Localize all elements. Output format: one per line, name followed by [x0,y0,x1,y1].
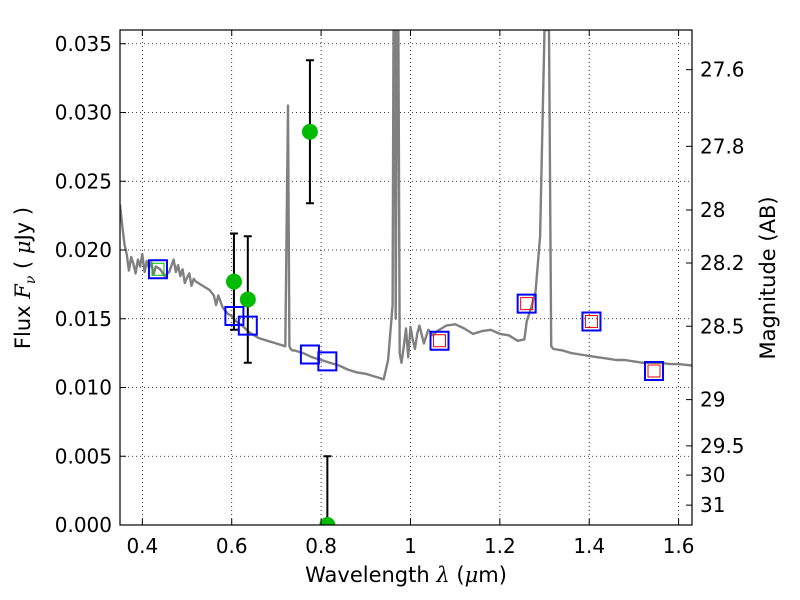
y2-tick-label: 29.5 [700,434,745,458]
data-marks [147,59,665,525]
y-tick-label: 0.005 [55,444,112,468]
y-axis-label: Flux Fν ( μJy ) [11,207,39,349]
x-tick-label: 0.6 [216,534,248,558]
x-tick-label: 0.4 [126,534,158,558]
y-tick-label: 0.030 [55,101,112,125]
grid [120,30,692,526]
y2-tick-label: 28 [700,198,725,222]
observed-point [225,273,242,290]
y2-axis-label: Magnitude (AB) [756,196,780,359]
model-photometry-square [516,293,537,314]
model-photometry-square [237,315,258,336]
inner-square-marker [151,262,165,276]
inner-square-marker [520,297,534,311]
inner-square-marker [647,364,661,378]
y2-tick-label: 28.2 [700,251,745,275]
model-photometry-square [317,351,338,372]
inner-square-marker [433,334,447,348]
model-photometry-square [581,311,602,332]
observed-point [239,291,256,308]
y2-tick-label: 31 [700,493,725,517]
y-tick-label: 0.015 [55,307,112,331]
y2-tick-label: 27.8 [700,134,745,158]
y-tick-label: 0.010 [55,376,112,400]
y2-tick-label: 29 [700,388,725,412]
y2-tick-label: 28.5 [700,314,745,338]
y-tick-label: 0.025 [55,169,112,193]
x-tick-label: 1.6 [663,534,695,558]
x-axis-label: Wavelength λ (μm) [305,563,507,587]
x-tick-label: 1.4 [573,534,605,558]
y-tick-label: 0.035 [55,32,112,56]
x-tick-label: 1.2 [484,534,516,558]
observed-point [301,123,318,140]
y-tick-label: 0.020 [55,238,112,262]
model-photometry-square [429,330,450,351]
plot-frame [119,29,693,526]
x-tick-label: 0.8 [305,534,337,558]
y2-tick-label: 27.6 [700,58,745,82]
axis-ticks: 0.4 0.6 0.8 1 1.2 1.4 1.6 0.000 0.005 0.010 0.015 0… [55,30,745,558]
model-photometry-square [147,259,168,280]
x-tick-label: 1 [404,534,417,558]
inner-square-marker [584,315,598,328]
y2-tick-label: 30 [700,463,725,487]
series-line-model-spectrum [120,30,692,381]
observed-point [319,517,336,525]
model-photometry-square [644,361,665,381]
y-tick-label: 0.000 [55,513,112,537]
